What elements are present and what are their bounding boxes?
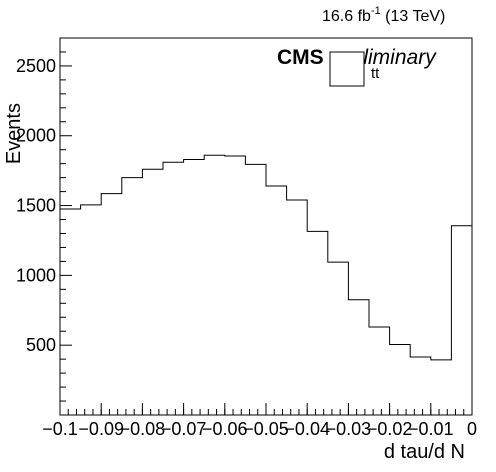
y-tick-label: 1500 xyxy=(16,196,56,216)
histogram-bin xyxy=(163,162,184,415)
histogram-bin xyxy=(266,186,287,415)
histogram-bin xyxy=(451,226,472,415)
x-tick-label: −0.06 xyxy=(202,419,248,439)
histogram-bin xyxy=(245,164,266,415)
x-axis: −0.1 −0.09−0.08−0.07−0.06−0.05−0.04−0.03−… xyxy=(42,403,477,439)
histogram-bin xyxy=(287,200,308,415)
histogram-bin xyxy=(142,169,163,415)
histogram-bin xyxy=(390,344,411,415)
y-tick-label: 2500 xyxy=(16,56,56,76)
x-tick-label: −0.07 xyxy=(161,419,207,439)
histogram-bin xyxy=(307,231,328,415)
x-tick-label: −0.09 xyxy=(78,419,124,439)
x-tick-label: −0.01 xyxy=(408,419,454,439)
histogram-bin xyxy=(328,262,349,415)
histogram-bin xyxy=(81,205,102,415)
histogram-bin xyxy=(225,156,246,415)
histogram-bin xyxy=(348,300,369,415)
x-tick-label: −0.05 xyxy=(243,419,289,439)
x-tick-label: −0.03 xyxy=(326,419,372,439)
histogram-bin xyxy=(101,194,122,415)
legend-swatch-tt xyxy=(329,51,365,87)
y-tick-label: 2000 xyxy=(16,126,56,146)
histogram-bin xyxy=(204,155,225,415)
x-tick-label: −0.04 xyxy=(284,419,330,439)
lumi-label: 16.6 fb-1 (13 TeV) xyxy=(322,5,445,25)
histogram-bin xyxy=(184,159,205,415)
histogram-bin xyxy=(122,178,143,415)
x-axis-title: d tau/d N xyxy=(384,441,465,463)
legend-label-tt: tt xyxy=(371,65,380,82)
y-axis: 500 1000 1500 2000 2500 xyxy=(16,51,72,402)
histogram-bin xyxy=(410,357,431,415)
histogram-series xyxy=(60,154,473,415)
x-tick-label: −0.1 xyxy=(42,419,78,439)
y-tick-label: 1000 xyxy=(16,265,56,285)
histogram-bin xyxy=(431,360,452,415)
histogram-outline xyxy=(60,154,473,415)
y-tick-label: 500 xyxy=(26,335,56,355)
histogram-bin xyxy=(369,327,390,415)
x-tick-label: −0.02 xyxy=(367,419,413,439)
x-tick-label: −0.08 xyxy=(120,419,166,439)
y-axis-title: Events xyxy=(3,103,25,164)
cms-label: CMS xyxy=(277,46,324,69)
histogram-bin xyxy=(60,209,81,415)
x-tick-label: 0 xyxy=(467,419,477,439)
